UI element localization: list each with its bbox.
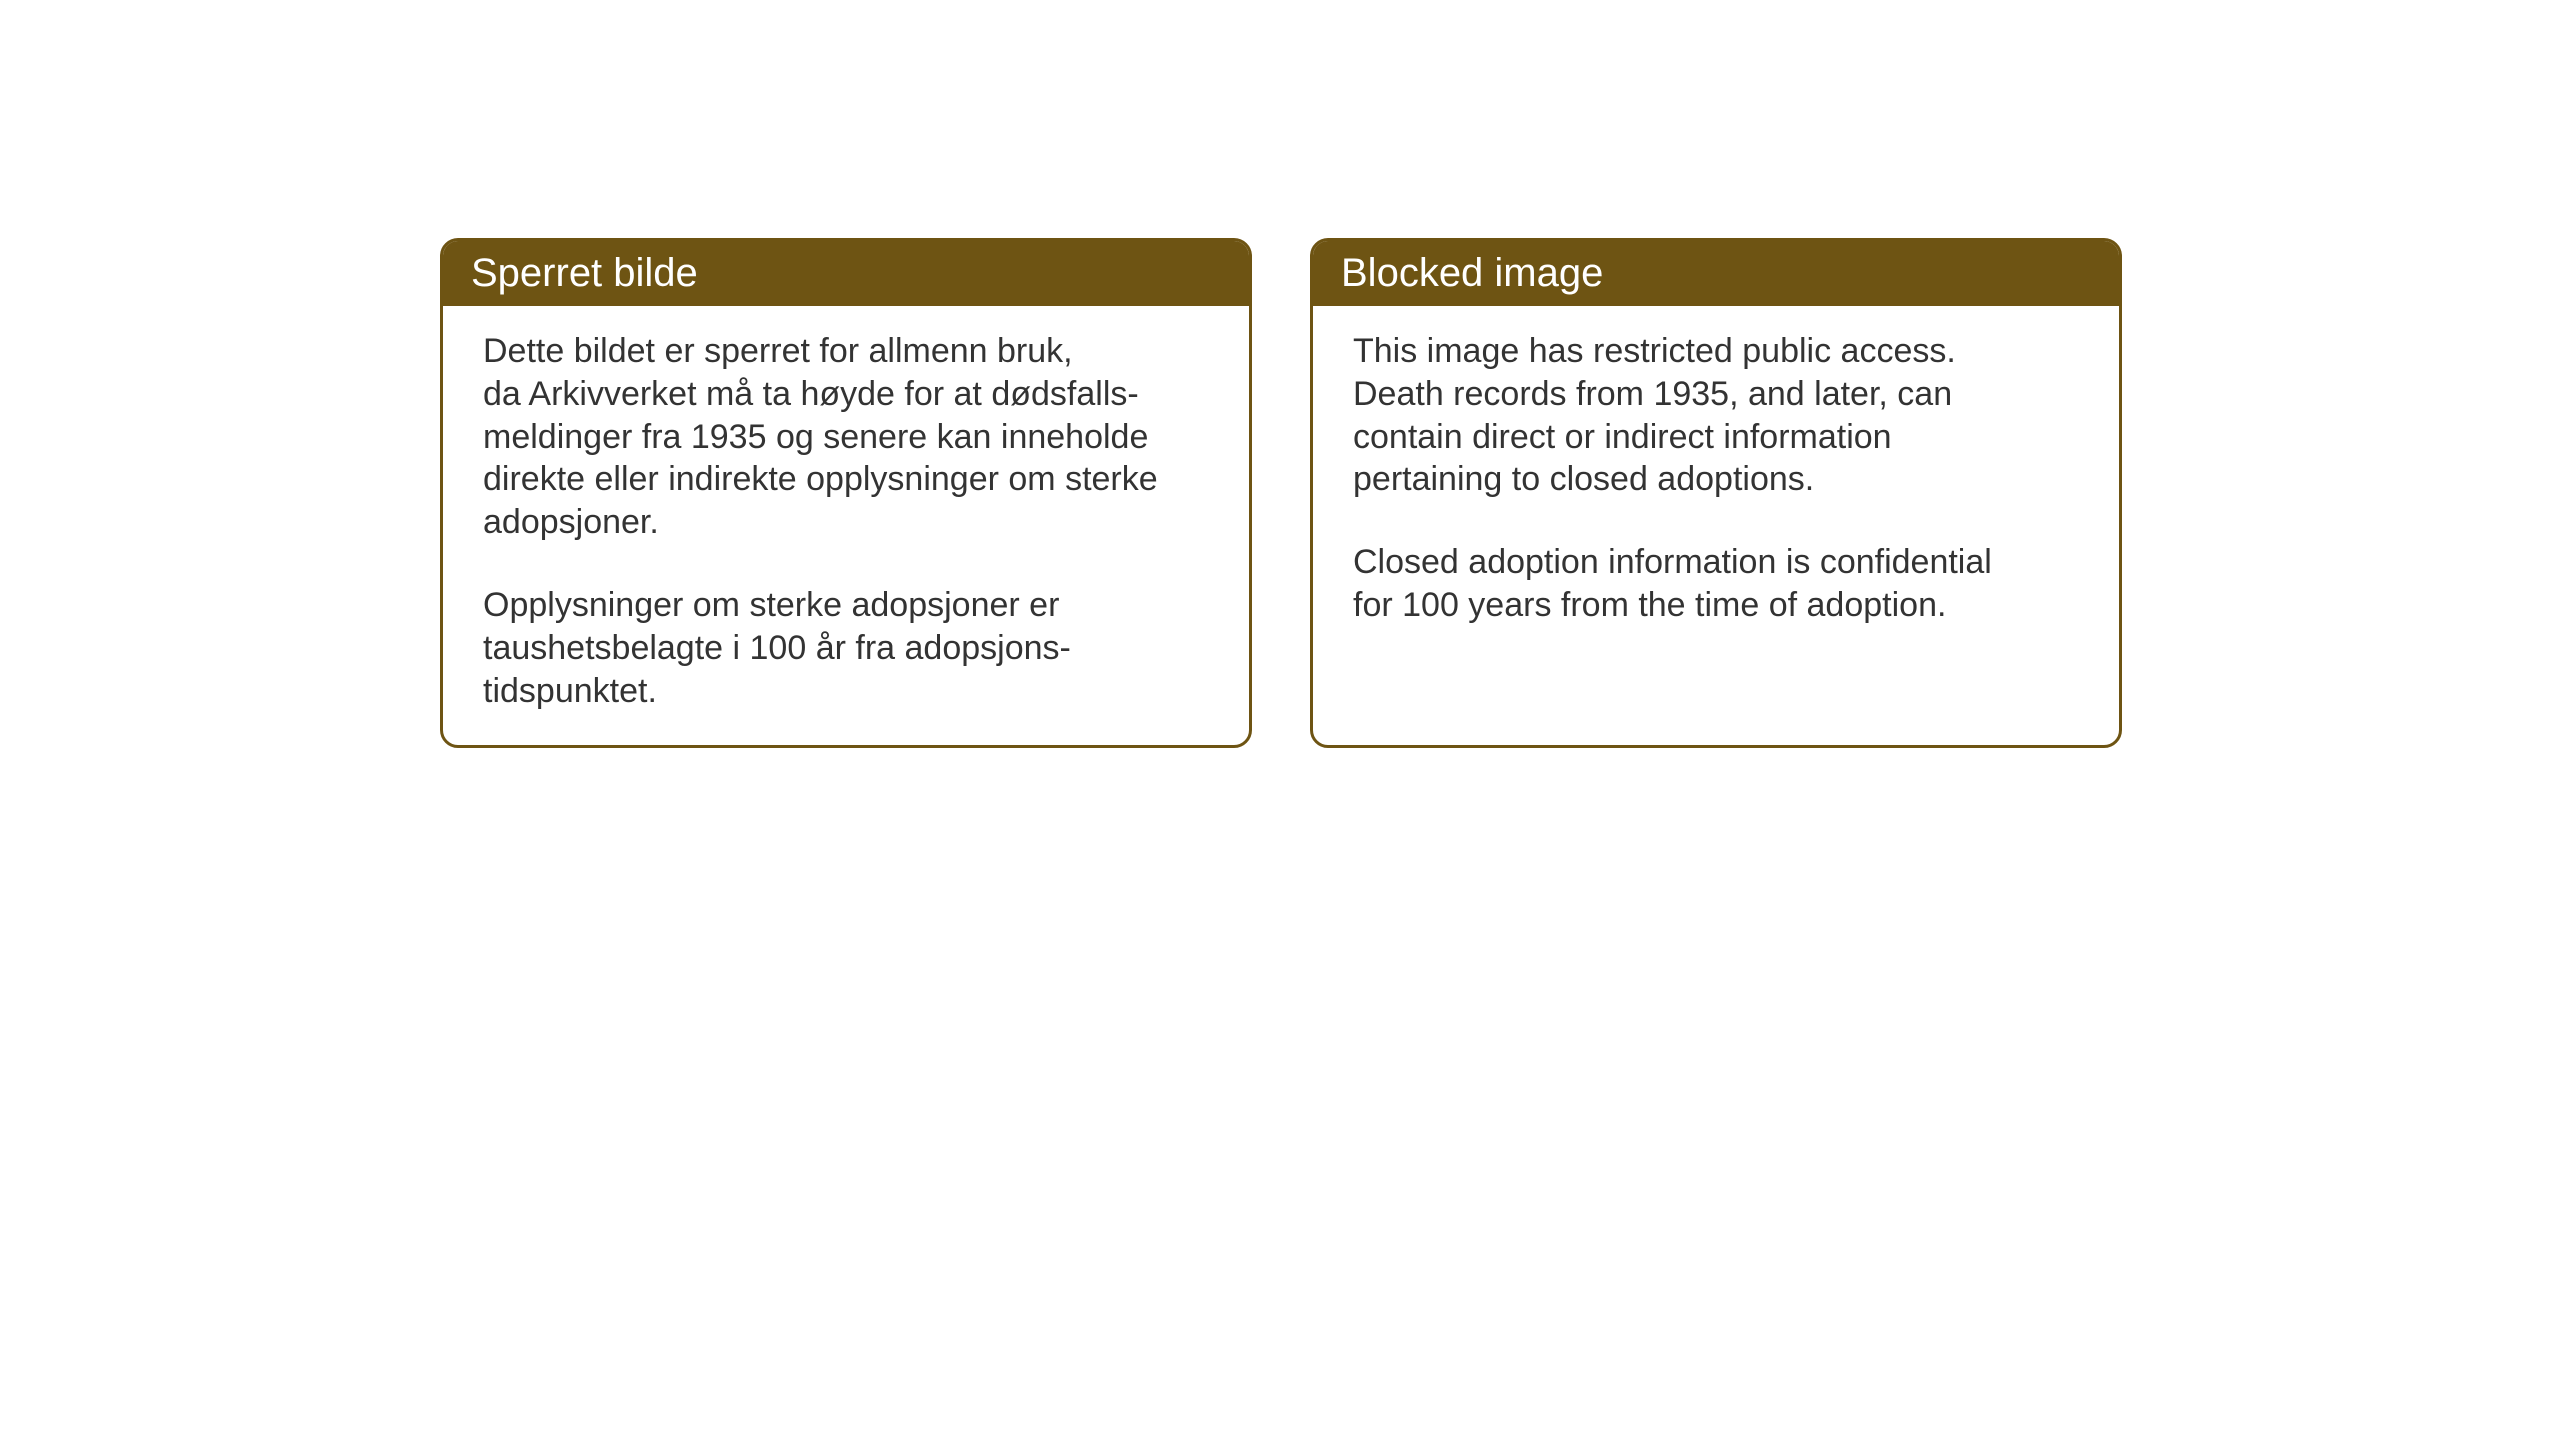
english-paragraph-2: Closed adoption information is confident… [1353,541,2079,627]
norwegian-paragraph-1: Dette bildet er sperret for allmenn bruk… [483,330,1209,544]
norwegian-card-body: Dette bildet er sperret for allmenn bruk… [443,306,1249,745]
english-notice-card: Blocked image This image has restricted … [1310,238,2122,748]
norwegian-card-title: Sperret bilde [443,241,1249,306]
english-card-body: This image has restricted public access.… [1313,306,2119,706]
english-card-title: Blocked image [1313,241,2119,306]
norwegian-paragraph-2: Opplysninger om sterke adopsjoner er tau… [483,584,1209,712]
norwegian-notice-card: Sperret bilde Dette bildet er sperret fo… [440,238,1252,748]
english-paragraph-1: This image has restricted public access.… [1353,330,2079,501]
notice-cards-container: Sperret bilde Dette bildet er sperret fo… [440,238,2122,748]
